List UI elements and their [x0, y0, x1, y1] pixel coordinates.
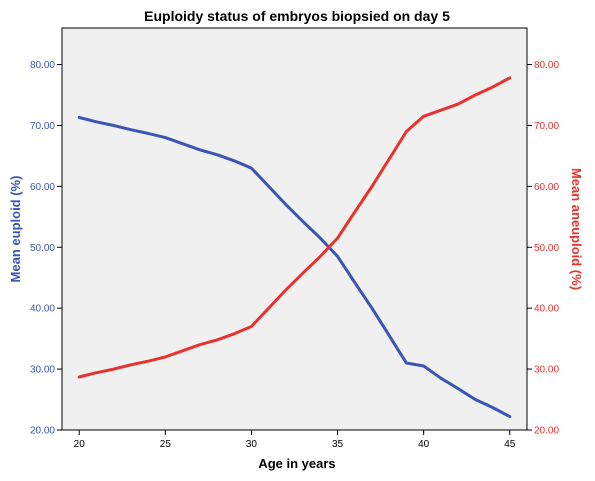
- x-tick-label: 20: [74, 439, 86, 450]
- x-axis: 20 25 30 35 40 45: [74, 430, 516, 450]
- right-y-tick-label: 40.00: [534, 304, 559, 315]
- right-y-axis-label: Mean aneuploid (%): [569, 168, 584, 290]
- x-tick-label: 45: [504, 439, 516, 450]
- x-tick-label: 25: [160, 439, 172, 450]
- x-axis-label: Age in years: [258, 456, 335, 471]
- right-y-tick-label: 50.00: [534, 243, 559, 254]
- right-y-axis: 20.00 30.00 40.00 50.00 60.00 70.00 80.00: [527, 60, 559, 437]
- x-tick-label: 30: [246, 439, 258, 450]
- left-y-axis-label: Mean euploid (%): [8, 176, 23, 283]
- plot-area: [61, 27, 528, 431]
- right-y-tick-label: 60.00: [534, 182, 559, 193]
- left-y-tick-label: 60.00: [30, 182, 55, 193]
- left-y-axis: 20.00 30.00 40.00 50.00 60.00 70.00 80.00: [30, 60, 62, 437]
- left-y-tick-label: 70.00: [30, 121, 55, 132]
- right-y-tick-label: 20.00: [534, 426, 559, 437]
- right-y-tick-label: 80.00: [534, 60, 559, 71]
- x-tick-label: 35: [332, 439, 344, 450]
- right-y-tick-label: 70.00: [534, 121, 559, 132]
- left-y-tick-label: 40.00: [30, 304, 55, 315]
- left-y-tick-label: 80.00: [30, 60, 55, 71]
- chart-title: Euploidy status of embryos biopsied on d…: [144, 8, 450, 24]
- series-layer: [77, 76, 512, 419]
- left-y-tick-label: 30.00: [30, 365, 55, 376]
- right-y-tick-label: 30.00: [534, 365, 559, 376]
- left-y-tick-label: 20.00: [30, 426, 55, 437]
- x-tick-label: 40: [418, 439, 430, 450]
- euploid-series-line: [77, 116, 512, 419]
- left-y-tick-label: 50.00: [30, 243, 55, 254]
- aneuploid-series-line: [77, 76, 512, 379]
